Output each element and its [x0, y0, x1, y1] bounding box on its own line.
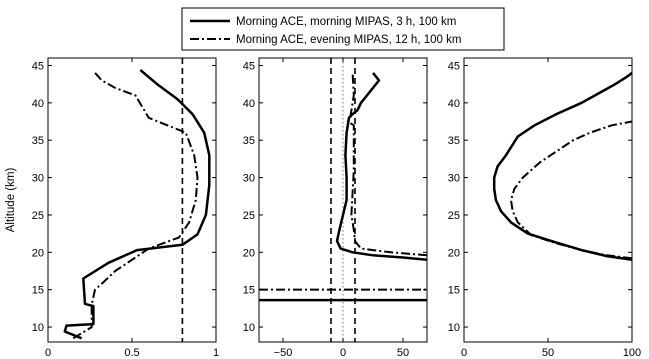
y-tick-label: 45	[32, 60, 44, 72]
y-tick-label: 45	[243, 60, 255, 72]
y-tick-label: 40	[448, 98, 460, 110]
axes-frame	[47, 57, 217, 343]
series-line-dashdot	[346, 72, 427, 257]
panel-2: −500501015202530354045Rel diff (%)	[243, 57, 428, 359]
legend-box	[181, 7, 505, 51]
axes-frame	[463, 57, 633, 343]
y-tick-label: 20	[32, 247, 44, 259]
plot-area	[259, 58, 427, 342]
x-tick-label: 0	[461, 347, 467, 359]
y-tick-label: 10	[448, 322, 460, 334]
series-line-solid	[492, 71, 632, 262]
y-tick-label: 15	[448, 285, 460, 297]
x-tick-label: 0	[45, 347, 51, 359]
series-line-dashdot	[510, 120, 632, 260]
y-tick-label: 10	[32, 322, 44, 334]
x-tick-label: 1	[213, 347, 219, 359]
y-tick-label: 35	[32, 135, 44, 147]
y-axis-label: Altitude (km)	[5, 168, 17, 233]
series-line-dashdot	[72, 72, 199, 340]
y-tick-label: 25	[448, 210, 460, 222]
x-tick-label: 0	[340, 347, 346, 359]
series-line-solid	[335, 72, 427, 262]
panel-3: 05010010152025303540451 σ of rel diff (%…	[448, 57, 641, 359]
x-tick-label: 50	[397, 347, 409, 359]
x-tick-label: −50	[274, 347, 293, 359]
y-tick-label: 40	[32, 98, 44, 110]
y-tick-label: 40	[243, 98, 255, 110]
y-tick-label: 30	[448, 173, 460, 185]
plot-area	[63, 58, 211, 342]
y-tick-label: 15	[32, 285, 44, 297]
y-tick-label: 45	[448, 60, 460, 72]
legend-label-0: Morning ACE, morning MIPAS, 3 h, 100 km	[236, 16, 456, 28]
y-tick-label: 35	[448, 135, 460, 147]
y-tick-label: 30	[243, 173, 255, 185]
y-tick-label: 10	[243, 322, 255, 334]
y-tick-label: 20	[448, 247, 460, 259]
legend-label-1: Morning ACE, evening MIPAS, 12 h, 100 km	[236, 34, 461, 46]
y-tick-label: 30	[32, 173, 44, 185]
x-tick-label: 50	[542, 347, 554, 359]
y-tick-label: 35	[243, 135, 255, 147]
y-tick-label: 25	[243, 210, 255, 222]
legend: Morning ACE, morning MIPAS, 3 h, 100 km …	[181, 7, 505, 51]
y-tick-label: 15	[243, 285, 255, 297]
series-line-solid	[63, 69, 211, 340]
plot-area	[492, 71, 632, 262]
y-tick-label: 25	[32, 210, 44, 222]
panel-1: 00.511015202530354045Correlation coeffAl…	[5, 57, 219, 359]
y-tick-label: 20	[243, 247, 255, 259]
x-tick-label: 0.5	[124, 347, 139, 359]
x-tick-label: 100	[623, 347, 641, 359]
